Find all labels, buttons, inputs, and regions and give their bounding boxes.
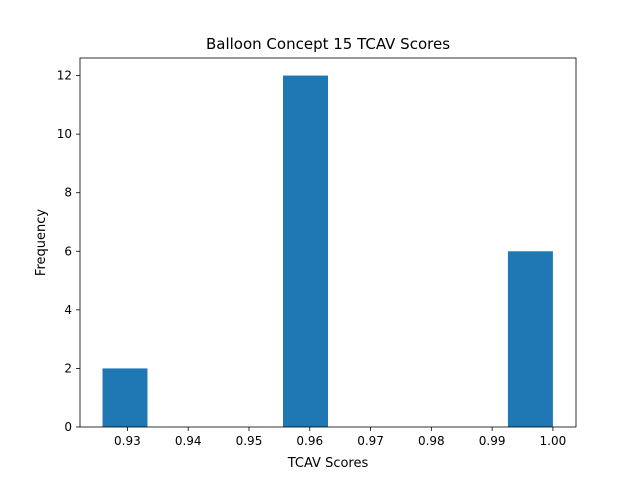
histogram-bar-2 bbox=[283, 75, 328, 428]
x-tick-label: 0.96 bbox=[296, 434, 323, 448]
x-tick-label: 0.97 bbox=[357, 434, 384, 448]
x-tick-label: 1.00 bbox=[540, 434, 567, 448]
x-tick-label: 0.94 bbox=[175, 434, 202, 448]
y-tick-label: 10 bbox=[57, 127, 72, 141]
y-tick-label: 6 bbox=[64, 244, 72, 258]
histogram-bar-1 bbox=[102, 368, 148, 427]
chart-title: Balloon Concept 15 TCAV Scores bbox=[206, 35, 450, 53]
y-axis-label: Frequency bbox=[34, 209, 49, 276]
y-tick-label: 2 bbox=[64, 361, 72, 375]
bars-layer bbox=[102, 75, 553, 428]
x-tick-label: 0.95 bbox=[236, 434, 263, 448]
plot-area-frame bbox=[79, 57, 577, 428]
y-tick-label: 4 bbox=[64, 303, 72, 317]
x-axis-ticks: 0.93 0.94 0.95 0.96 0.97 0.98 0.99 1.00 bbox=[114, 427, 566, 448]
y-tick-label: 8 bbox=[64, 186, 72, 200]
x-tick-label: 0.98 bbox=[418, 434, 445, 448]
histogram-bar-3 bbox=[507, 251, 553, 427]
x-axis-label: TCAV Scores bbox=[287, 456, 369, 471]
x-tick-label: 0.93 bbox=[114, 434, 141, 448]
x-tick-label: 0.99 bbox=[479, 434, 506, 448]
y-axis-ticks: 0 2 4 6 8 10 12 bbox=[57, 69, 80, 434]
y-tick-label: 0 bbox=[64, 420, 72, 434]
y-tick-label: 12 bbox=[57, 69, 72, 83]
